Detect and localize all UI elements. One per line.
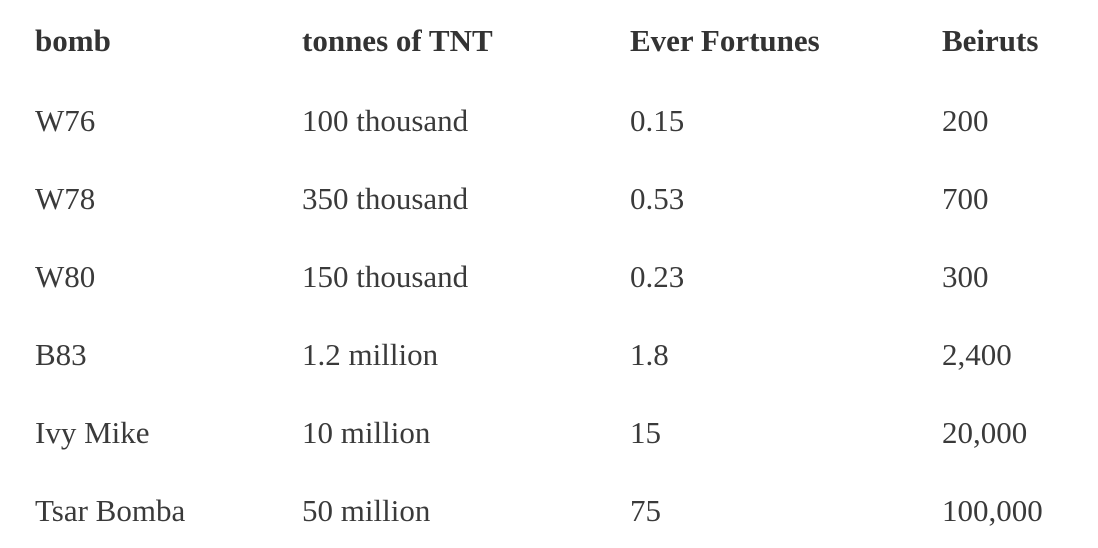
cell-bomb: W80 — [35, 259, 96, 294]
cell-ever-fortunes: 0.53 — [630, 181, 685, 216]
cell-beiruts: 300 — [942, 259, 989, 294]
header-ever-fortunes: Ever Fortunes — [630, 23, 820, 58]
table-row: W80 150 thousand 0.23 300 — [0, 236, 1098, 314]
cell-bomb: W76 — [35, 103, 96, 138]
cell-tonnes: 100 thousand — [302, 103, 469, 138]
table-row: W78 350 thousand 0.53 700 — [0, 158, 1098, 236]
cell-beiruts: 200 — [942, 103, 989, 138]
cell-ever-fortunes: 0.15 — [630, 103, 685, 138]
table-row: Ivy Mike 10 million 15 20,000 — [0, 392, 1098, 470]
cell-tonnes: 1.2 million — [302, 337, 439, 372]
header-beiruts: Beiruts — [942, 23, 1039, 58]
cell-bomb: Ivy Mike — [35, 415, 150, 450]
cell-tonnes: 50 million — [302, 493, 431, 528]
header-tonnes-of-tnt: tonnes of TNT — [302, 23, 493, 58]
cell-bomb: Tsar Bomba — [35, 493, 186, 528]
cell-tonnes: 350 thousand — [302, 181, 469, 216]
cell-beiruts: 20,000 — [942, 415, 1028, 450]
cell-ever-fortunes: 75 — [630, 493, 661, 528]
cell-beiruts: 2,400 — [942, 337, 1012, 372]
cell-bomb: B83 — [35, 337, 87, 372]
cell-ever-fortunes: 1.8 — [630, 337, 669, 372]
cell-bomb: W78 — [35, 181, 96, 216]
header-bomb: bomb — [35, 23, 111, 58]
table-row: Tsar Bomba 50 million 75 100,000 — [0, 470, 1098, 548]
table-row: B83 1.2 million 1.8 2,400 — [0, 314, 1098, 392]
cell-ever-fortunes: 0.23 — [630, 259, 685, 294]
cell-ever-fortunes: 15 — [630, 415, 661, 450]
cell-beiruts: 100,000 — [942, 493, 1043, 528]
table-header-row: bomb tonnes of TNT Ever Fortunes Beiruts — [0, 0, 1098, 80]
cell-beiruts: 700 — [942, 181, 989, 216]
table-row: W76 100 thousand 0.15 200 — [0, 80, 1098, 158]
cell-tonnes: 150 thousand — [302, 259, 469, 294]
cell-tonnes: 10 million — [302, 415, 431, 450]
